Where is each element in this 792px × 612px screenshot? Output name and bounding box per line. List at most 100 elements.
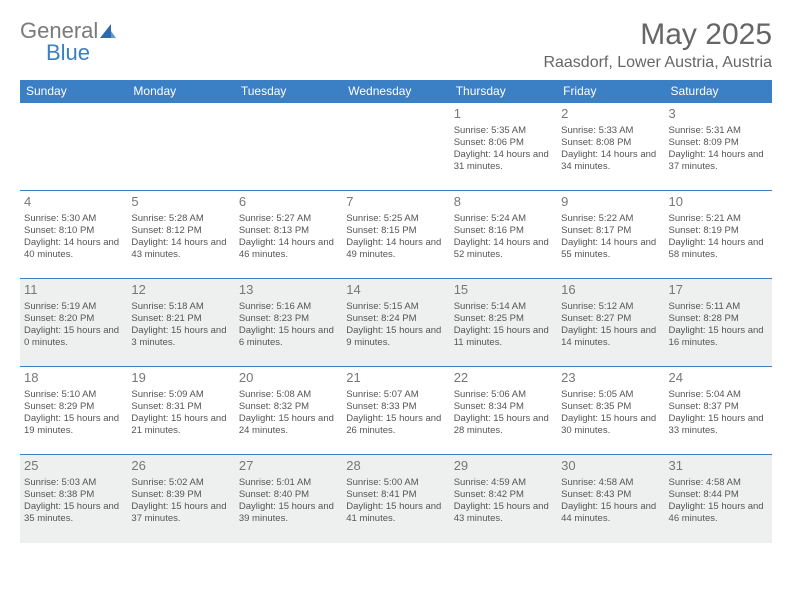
- daylight-text: Daylight: 14 hours and 31 minutes.: [454, 149, 553, 173]
- sunset-text: Sunset: 8:25 PM: [454, 313, 553, 325]
- calendar-cell: 17Sunrise: 5:11 AMSunset: 8:28 PMDayligh…: [665, 279, 772, 367]
- sunset-text: Sunset: 8:21 PM: [131, 313, 230, 325]
- daylight-text: Daylight: 15 hours and 24 minutes.: [239, 413, 338, 437]
- calendar-cell: 8Sunrise: 5:24 AMSunset: 8:16 PMDaylight…: [450, 191, 557, 279]
- day-number: 21: [346, 370, 445, 387]
- day-number: 4: [24, 194, 123, 211]
- sunset-text: Sunset: 8:35 PM: [561, 401, 660, 413]
- daylight-text: Daylight: 15 hours and 11 minutes.: [454, 325, 553, 349]
- logo-text-blue: Blue: [46, 40, 90, 66]
- day-number: 25: [24, 458, 123, 475]
- sunset-text: Sunset: 8:12 PM: [131, 225, 230, 237]
- calendar-body: 1Sunrise: 5:35 AMSunset: 8:06 PMDaylight…: [20, 103, 772, 543]
- sunrise-text: Sunrise: 5:05 AM: [561, 389, 660, 401]
- day-number: 10: [669, 194, 768, 211]
- calendar-cell: 24Sunrise: 5:04 AMSunset: 8:37 PMDayligh…: [665, 367, 772, 455]
- calendar-cell: [235, 103, 342, 191]
- daylight-text: Daylight: 15 hours and 30 minutes.: [561, 413, 660, 437]
- day-number: 16: [561, 282, 660, 299]
- sunrise-text: Sunrise: 5:21 AM: [669, 213, 768, 225]
- day-number: 24: [669, 370, 768, 387]
- daylight-text: Daylight: 14 hours and 37 minutes.: [669, 149, 768, 173]
- calendar-row: 18Sunrise: 5:10 AMSunset: 8:29 PMDayligh…: [20, 367, 772, 455]
- day-number: 31: [669, 458, 768, 475]
- daylight-text: Daylight: 15 hours and 14 minutes.: [561, 325, 660, 349]
- sunset-text: Sunset: 8:09 PM: [669, 137, 768, 149]
- sunrise-text: Sunrise: 5:01 AM: [239, 477, 338, 489]
- day-number: 8: [454, 194, 553, 211]
- month-title: May 2025: [543, 18, 772, 52]
- sunrise-text: Sunrise: 4:58 AM: [669, 477, 768, 489]
- calendar-cell: [127, 103, 234, 191]
- logo: General Blue: [20, 18, 117, 66]
- daylight-text: Daylight: 15 hours and 33 minutes.: [669, 413, 768, 437]
- sunrise-text: Sunrise: 5:14 AM: [454, 301, 553, 313]
- sunrise-text: Sunrise: 5:08 AM: [239, 389, 338, 401]
- header: General Blue May 2025 Raasdorf, Lower Au…: [20, 18, 772, 72]
- calendar-cell: 20Sunrise: 5:08 AMSunset: 8:32 PMDayligh…: [235, 367, 342, 455]
- sunrise-text: Sunrise: 5:15 AM: [346, 301, 445, 313]
- daylight-text: Daylight: 15 hours and 43 minutes.: [454, 501, 553, 525]
- sunset-text: Sunset: 8:31 PM: [131, 401, 230, 413]
- sunset-text: Sunset: 8:38 PM: [24, 489, 123, 501]
- calendar-cell: 29Sunrise: 4:59 AMSunset: 8:42 PMDayligh…: [450, 455, 557, 543]
- sunset-text: Sunset: 8:10 PM: [24, 225, 123, 237]
- sunset-text: Sunset: 8:16 PM: [454, 225, 553, 237]
- day-number: 17: [669, 282, 768, 299]
- calendar-row: 1Sunrise: 5:35 AMSunset: 8:06 PMDaylight…: [20, 103, 772, 191]
- day-number: 30: [561, 458, 660, 475]
- sunrise-text: Sunrise: 5:25 AM: [346, 213, 445, 225]
- sunrise-text: Sunrise: 5:31 AM: [669, 125, 768, 137]
- calendar-cell: 5Sunrise: 5:28 AMSunset: 8:12 PMDaylight…: [127, 191, 234, 279]
- calendar-cell: 9Sunrise: 5:22 AMSunset: 8:17 PMDaylight…: [557, 191, 664, 279]
- day-number: 19: [131, 370, 230, 387]
- sunset-text: Sunset: 8:28 PM: [669, 313, 768, 325]
- day-header: Thursday: [450, 80, 557, 103]
- day-header: Monday: [127, 80, 234, 103]
- daylight-text: Daylight: 15 hours and 44 minutes.: [561, 501, 660, 525]
- daylight-text: Daylight: 15 hours and 19 minutes.: [24, 413, 123, 437]
- daylight-text: Daylight: 14 hours and 49 minutes.: [346, 237, 445, 261]
- sunrise-text: Sunrise: 5:33 AM: [561, 125, 660, 137]
- daylight-text: Daylight: 15 hours and 26 minutes.: [346, 413, 445, 437]
- calendar-cell: 7Sunrise: 5:25 AMSunset: 8:15 PMDaylight…: [342, 191, 449, 279]
- calendar-row: 4Sunrise: 5:30 AMSunset: 8:10 PMDaylight…: [20, 191, 772, 279]
- sunrise-text: Sunrise: 5:11 AM: [669, 301, 768, 313]
- sunset-text: Sunset: 8:06 PM: [454, 137, 553, 149]
- day-number: 11: [24, 282, 123, 299]
- sunset-text: Sunset: 8:41 PM: [346, 489, 445, 501]
- sunset-text: Sunset: 8:15 PM: [346, 225, 445, 237]
- daylight-text: Daylight: 15 hours and 46 minutes.: [669, 501, 768, 525]
- sunrise-text: Sunrise: 5:06 AM: [454, 389, 553, 401]
- calendar-cell: 1Sunrise: 5:35 AMSunset: 8:06 PMDaylight…: [450, 103, 557, 191]
- sunset-text: Sunset: 8:19 PM: [669, 225, 768, 237]
- sunrise-text: Sunrise: 4:58 AM: [561, 477, 660, 489]
- calendar-cell: 30Sunrise: 4:58 AMSunset: 8:43 PMDayligh…: [557, 455, 664, 543]
- sunset-text: Sunset: 8:13 PM: [239, 225, 338, 237]
- daylight-text: Daylight: 14 hours and 58 minutes.: [669, 237, 768, 261]
- day-number: 5: [131, 194, 230, 211]
- calendar-cell: 22Sunrise: 5:06 AMSunset: 8:34 PMDayligh…: [450, 367, 557, 455]
- sunset-text: Sunset: 8:29 PM: [24, 401, 123, 413]
- calendar-cell: 11Sunrise: 5:19 AMSunset: 8:20 PMDayligh…: [20, 279, 127, 367]
- calendar-cell: 28Sunrise: 5:00 AMSunset: 8:41 PMDayligh…: [342, 455, 449, 543]
- day-number: 2: [561, 106, 660, 123]
- day-number: 26: [131, 458, 230, 475]
- day-number: 6: [239, 194, 338, 211]
- sunset-text: Sunset: 8:33 PM: [346, 401, 445, 413]
- daylight-text: Daylight: 15 hours and 37 minutes.: [131, 501, 230, 525]
- daylight-text: Daylight: 15 hours and 39 minutes.: [239, 501, 338, 525]
- day-header: Friday: [557, 80, 664, 103]
- calendar-cell: 21Sunrise: 5:07 AMSunset: 8:33 PMDayligh…: [342, 367, 449, 455]
- day-number: 27: [239, 458, 338, 475]
- day-header: Wednesday: [342, 80, 449, 103]
- calendar-cell: 12Sunrise: 5:18 AMSunset: 8:21 PMDayligh…: [127, 279, 234, 367]
- day-number: 12: [131, 282, 230, 299]
- calendar-cell: 26Sunrise: 5:02 AMSunset: 8:39 PMDayligh…: [127, 455, 234, 543]
- sunrise-text: Sunrise: 5:00 AM: [346, 477, 445, 489]
- daylight-text: Daylight: 15 hours and 35 minutes.: [24, 501, 123, 525]
- daylight-text: Daylight: 14 hours and 52 minutes.: [454, 237, 553, 261]
- daylight-text: Daylight: 14 hours and 46 minutes.: [239, 237, 338, 261]
- calendar-cell: 27Sunrise: 5:01 AMSunset: 8:40 PMDayligh…: [235, 455, 342, 543]
- daylight-text: Daylight: 15 hours and 3 minutes.: [131, 325, 230, 349]
